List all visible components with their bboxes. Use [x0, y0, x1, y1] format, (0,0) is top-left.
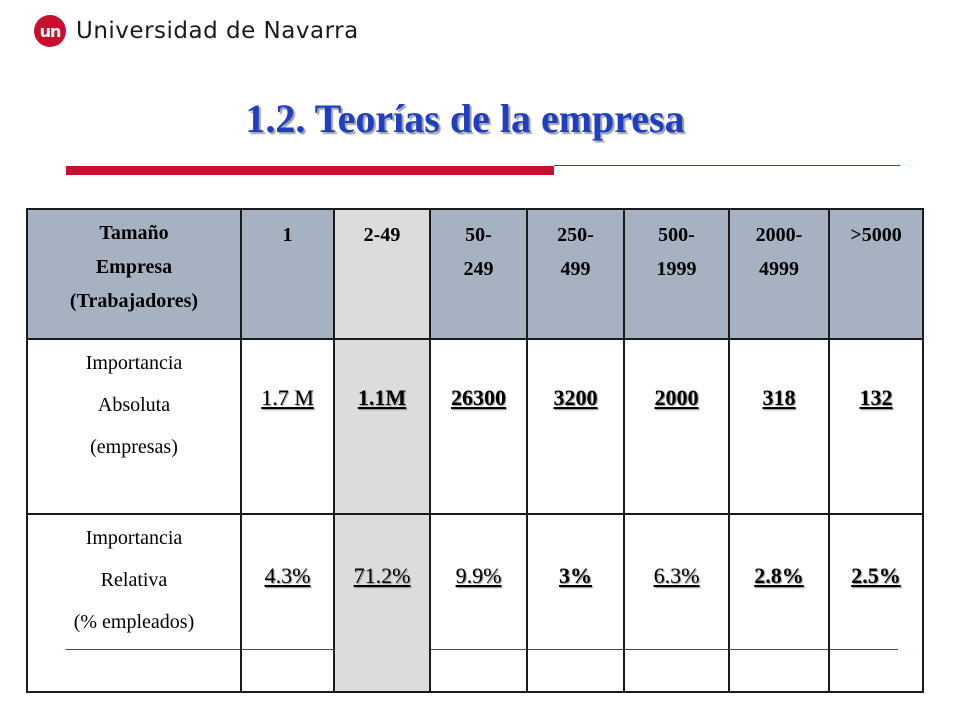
- row-label-line: (% empleados): [73, 611, 195, 633]
- header-col-4: 250- 499: [526, 208, 625, 340]
- table-cell: 2.5%: [828, 513, 924, 693]
- header-col-5: 500- 1999: [623, 208, 730, 340]
- header-col-text: 250-: [557, 224, 594, 246]
- table-cell: 3200: [526, 338, 625, 515]
- header-label-cell: Tamaño Empresa (Trabajadores): [26, 208, 242, 340]
- header-col-3: 50- 249: [429, 208, 528, 340]
- header-col-text: 249: [463, 258, 494, 280]
- title-underline-bar: [66, 166, 554, 175]
- table-cell: 71.2%: [333, 513, 431, 693]
- table-cell: 318: [728, 338, 830, 515]
- header-label-line: Tamaño: [99, 222, 169, 244]
- table-cell: 1.1M: [333, 338, 431, 515]
- table-cell: 6.3%: [623, 513, 730, 693]
- logo-mark: un: [34, 15, 66, 47]
- header-col-6: 2000- 4999: [728, 208, 830, 340]
- header-col-7: >5000: [828, 208, 924, 340]
- row-label-cell: Importancia Relativa (% empleados): [26, 513, 242, 693]
- header-label-line: (Trabajadores): [69, 290, 199, 312]
- table-cell: 1.7 M: [240, 338, 335, 515]
- header-col-text: 499: [560, 258, 591, 280]
- table-cell: 2000: [623, 338, 730, 515]
- table-cell: 3%: [526, 513, 625, 693]
- table-cell: 132: [828, 338, 924, 515]
- table-cell: 2.8%: [728, 513, 830, 693]
- header-label-line: Empresa: [95, 256, 173, 278]
- row-label-line: Relativa: [100, 569, 168, 591]
- university-logo: un Universidad de Navarra: [34, 15, 359, 47]
- header-col-text: >5000: [850, 224, 902, 246]
- header-col-text: 500-: [658, 224, 695, 246]
- logo-text: Universidad de Navarra: [76, 18, 359, 44]
- header-col-2: 2-49: [333, 208, 431, 340]
- table-row: Importancia Relativa (% empleados) 4.3% …: [26, 513, 924, 693]
- header-col-text: 1: [282, 224, 293, 246]
- table-cell: 4.3%: [240, 513, 335, 693]
- header-col-text: 4999: [759, 258, 799, 280]
- table-row: Importancia Absoluta (empresas) 1.7 M 1.…: [26, 338, 924, 515]
- slide-title: 1.2. Teorías de la empresa: [245, 96, 685, 141]
- row-label-line: Importancia: [85, 527, 183, 549]
- company-size-table: Tamaño Empresa (Trabajadores) 1 2-49 50-…: [26, 208, 924, 693]
- table-cell: 9.9%: [429, 513, 528, 693]
- header-col-text: 50-: [465, 224, 492, 246]
- title-underline-rule: [554, 165, 900, 166]
- row-label-line: Importancia: [85, 352, 183, 374]
- row-label-line: (empresas): [90, 436, 178, 458]
- header-col-text: 1999: [656, 258, 697, 280]
- header-col-text: 2-49: [363, 224, 401, 246]
- row-label-cell: Importancia Absoluta (empresas): [26, 338, 242, 515]
- header-col-text: 2000-: [755, 224, 803, 246]
- table-header-row: Tamaño Empresa (Trabajadores) 1 2-49 50-…: [26, 208, 924, 340]
- table-cell: 26300: [429, 338, 528, 515]
- row-label-line: Absoluta: [97, 394, 171, 416]
- header-col-1: 1: [240, 208, 335, 340]
